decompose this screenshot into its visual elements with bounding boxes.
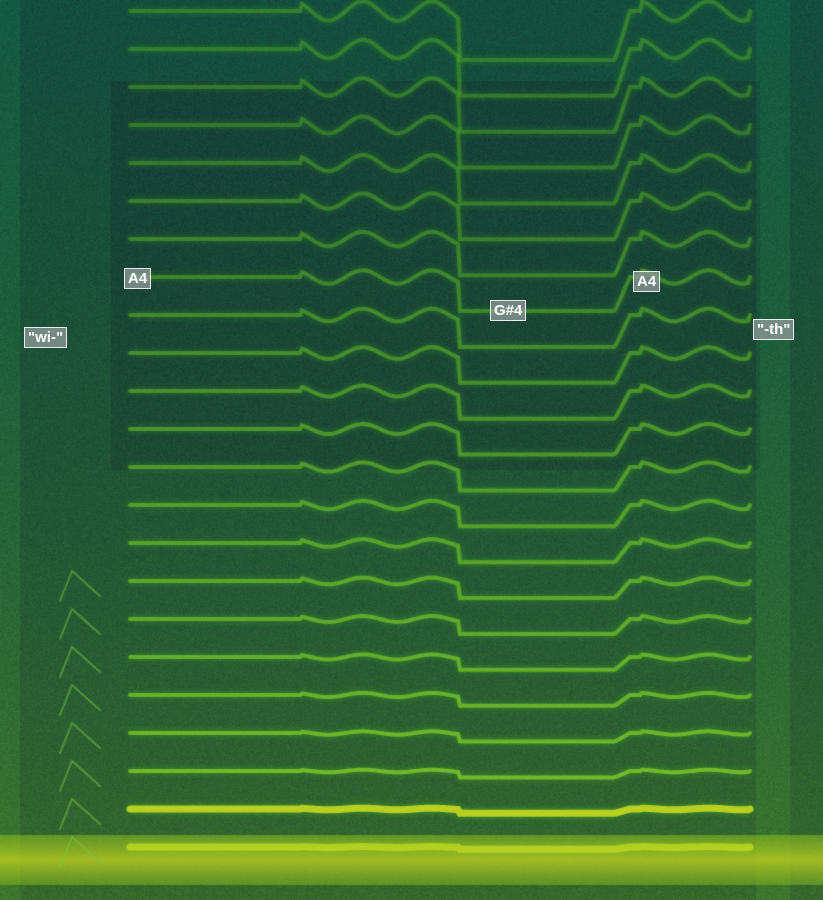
label-a4-second: A4 (633, 271, 660, 292)
label-a4-first: A4 (124, 268, 151, 289)
label-wi: "wi-" (24, 327, 67, 348)
label-gsharp4: G#4 (490, 300, 526, 321)
label-th: "-th" (753, 319, 794, 340)
